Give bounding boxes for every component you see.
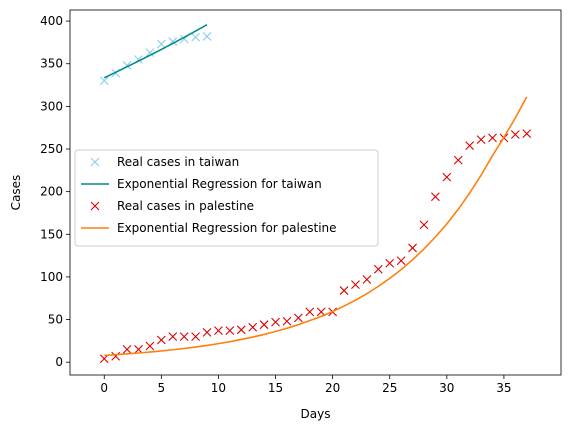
y-tick-label: 350 [40,57,63,71]
data-point [191,32,200,42]
y-tick-label: 300 [40,99,63,113]
y-tick-label: 400 [40,14,63,28]
data-point [419,220,429,230]
data-point [202,327,212,337]
y-axis-title: Cases [9,175,23,211]
data-point [99,354,109,364]
x-axis-title: Days [301,407,331,421]
data-point [510,130,520,139]
data-point [339,286,349,295]
data-point [442,172,452,182]
data-point [476,135,486,145]
x-tick-label: 15 [268,381,283,395]
x-tick-label: 30 [439,381,454,395]
data-point [465,141,475,150]
y-tick-label: 50 [48,313,63,327]
data-point [191,332,200,342]
series-line [103,23,208,79]
data-point [351,280,360,289]
data-point [373,264,383,274]
legend-box [74,149,379,247]
legend: Real cases in taiwan Exponential Regressi… [74,149,379,247]
y-tick-label: 250 [40,142,63,156]
data-point [488,133,497,143]
data-point [99,76,109,86]
data-point [122,345,132,354]
data-point [396,256,406,266]
plot-frame [69,9,562,376]
data-point [362,275,372,284]
data-point [408,243,417,253]
legend-label: Real cases in taiwan [117,155,239,169]
data-point [293,313,303,323]
data-point [214,326,223,336]
legend-handle [90,157,100,167]
data-point [168,332,178,342]
data-point [385,258,395,268]
x-tick-label: 5 [158,381,166,395]
data-point [282,316,292,326]
data-point [305,307,315,317]
legend-label: Exponential Regression for taiwan [117,177,322,191]
legend-label: Real cases in palestine [117,199,254,213]
y-tick-label: 200 [40,185,63,199]
x-tick-label: 35 [496,381,511,395]
data-point [145,341,155,351]
series-line [104,96,528,357]
data-point [202,32,212,41]
data-point [248,322,258,332]
y-tick-label: 0 [55,355,63,369]
data-point [259,320,269,330]
y-tick-label: 100 [40,270,63,284]
data-point [225,326,235,336]
legend-label: Exponential Regression for palestine [117,221,337,235]
x-axis: 0 5 10 15 20 25 30 35 [100,375,512,395]
y-axis: 0 50 100 150 200 250 300 350 400 [40,14,70,369]
x-tick-label: 25 [382,381,397,395]
data-point [156,39,166,49]
data-point [271,317,280,327]
x-tick-label: 20 [325,381,340,395]
data-point [522,129,532,139]
series-layer [99,23,532,364]
data-point [431,192,440,202]
data-point [179,332,189,342]
data-point [111,351,121,361]
data-point [145,48,155,58]
data-point [236,325,246,335]
data-point [156,335,166,345]
legend-handle [90,201,100,211]
data-point [453,155,463,165]
x-tick-label: 0 [100,381,108,395]
y-tick-label: 150 [40,227,63,241]
x-tick-label: 10 [211,381,226,395]
